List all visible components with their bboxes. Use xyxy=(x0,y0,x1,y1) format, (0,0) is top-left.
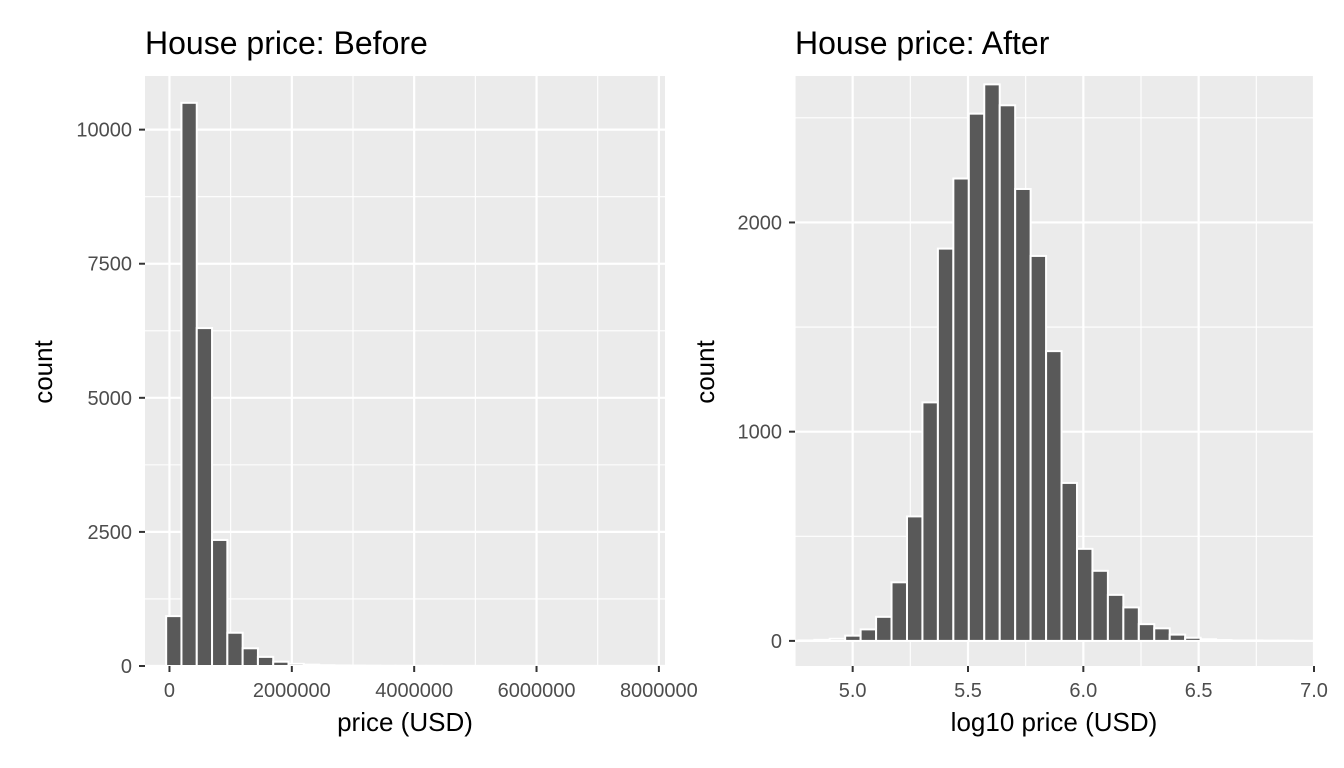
histogram-bar xyxy=(211,538,229,667)
histogram-bar xyxy=(813,638,831,642)
histogram-bar xyxy=(1075,547,1094,642)
plot-panel-before xyxy=(145,76,665,666)
histogram-bar xyxy=(1184,636,1202,642)
y-axis-title-after: count xyxy=(690,339,720,403)
histogram-bar xyxy=(1045,350,1063,642)
histogram-bar xyxy=(241,647,259,667)
x-tick-label: 2000000 xyxy=(253,680,331,702)
histogram-bar xyxy=(875,615,893,642)
histogram-bar xyxy=(180,101,198,668)
y-tick-label: 1000 xyxy=(738,422,783,444)
histogram-bar xyxy=(921,401,939,642)
histogram-bar xyxy=(1106,593,1125,642)
histogram-bar xyxy=(226,631,244,668)
histogram-bar xyxy=(952,177,970,642)
histogram-bar xyxy=(1168,633,1187,642)
histogram-bar xyxy=(905,515,924,642)
x-tick-label: 8000000 xyxy=(620,680,698,702)
histogram-bar xyxy=(844,634,862,642)
x-tick-label: 6000000 xyxy=(498,680,576,702)
x-tick-label: 7.0 xyxy=(1300,680,1328,702)
x-tick-label: 5.5 xyxy=(954,680,982,702)
histogram-bar xyxy=(256,655,275,668)
axes-before: 0 2000000 4000000 6000000 8000000 0 2500 5000 75… xyxy=(76,120,697,702)
bars-after xyxy=(797,83,1295,642)
histogram-bar xyxy=(195,327,214,667)
histogram-bar xyxy=(967,112,986,642)
histogram-before: House price: Before 0 2000000 4000000 60000… xyxy=(28,25,698,737)
x-tick-label: 6.5 xyxy=(1185,680,1213,702)
y-tick-label: 5000 xyxy=(88,388,133,410)
histogram-bar xyxy=(333,664,351,667)
y-tick-label: 7500 xyxy=(88,254,133,276)
chart-title-before: House price: Before xyxy=(145,25,428,61)
bars-before xyxy=(165,101,657,668)
histogram-bar xyxy=(318,664,336,667)
x-tick-label: 0 xyxy=(164,680,175,702)
histogram-bar xyxy=(287,662,305,668)
histogram-bar xyxy=(983,83,1001,642)
histogram-after: House price: After 5.0 5.5 6.0 6.5 7.0 0 1000 2… xyxy=(690,25,1328,737)
histogram-bar xyxy=(1122,606,1140,642)
histogram-bar xyxy=(1029,254,1048,642)
x-axis-title-after: log10 price (USD) xyxy=(951,707,1158,737)
x-tick-label: 6.0 xyxy=(1069,680,1097,702)
x-tick-label: 4000000 xyxy=(375,680,453,702)
histogram-bar xyxy=(859,628,878,642)
histogram-bar xyxy=(302,663,321,668)
histogram-bar xyxy=(1091,569,1109,642)
histogram-bar xyxy=(1137,623,1156,642)
chart-title-after: House price: After xyxy=(795,25,1050,61)
x-axis-title-before: price (USD) xyxy=(337,707,473,737)
histogram-bar xyxy=(1153,627,1171,642)
y-axis-title-before: count xyxy=(28,339,58,403)
y-tick-label: 2000 xyxy=(738,212,783,234)
histogram-bar xyxy=(998,104,1017,642)
histogram-bar xyxy=(272,660,290,668)
x-tick-label: 5.0 xyxy=(839,680,867,702)
histogram-bar xyxy=(936,247,955,642)
histogram-bar xyxy=(165,615,183,667)
histogram-bar xyxy=(828,637,847,642)
y-tick-label: 2500 xyxy=(88,522,133,544)
histogram-bar xyxy=(1060,481,1078,642)
y-tick-label: 10000 xyxy=(76,120,132,142)
y-tick-label: 0 xyxy=(771,631,782,653)
histogram-bar xyxy=(1215,639,1233,642)
axes-after: 5.0 5.5 6.0 6.5 7.0 0 1000 2000 xyxy=(738,212,1328,702)
histogram-bar xyxy=(1199,638,1218,642)
histogram-bar xyxy=(1014,187,1032,642)
y-tick-label: 0 xyxy=(121,656,132,678)
histogram-bar xyxy=(890,581,908,642)
